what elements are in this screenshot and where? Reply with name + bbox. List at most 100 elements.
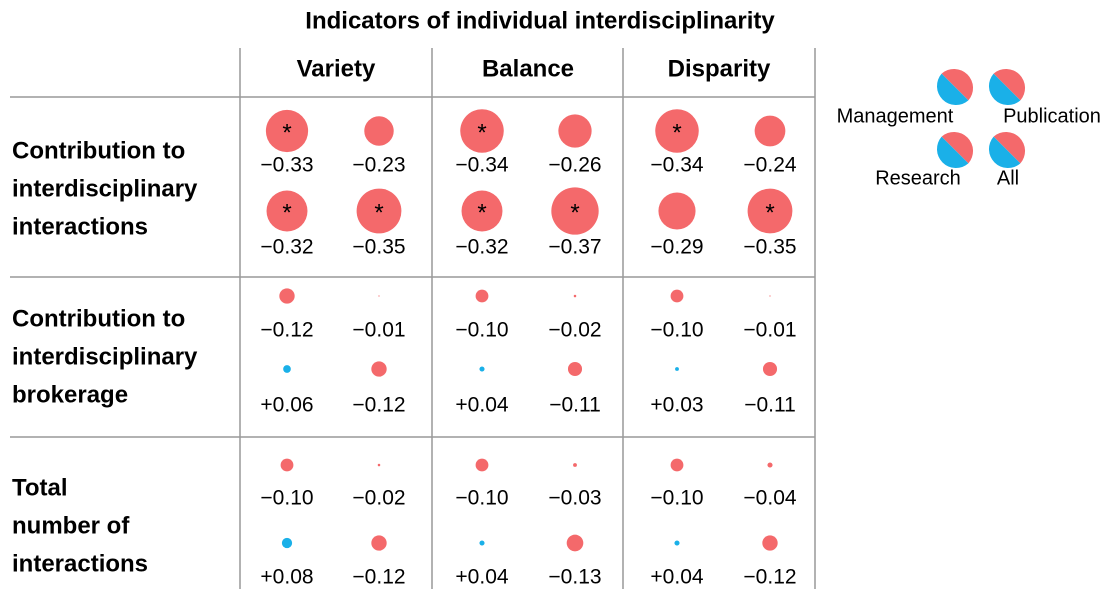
correlation-dot bbox=[675, 367, 679, 371]
correlation-value: −0.10 bbox=[650, 319, 703, 342]
correlation-value: −0.10 bbox=[455, 487, 508, 510]
correlation-value: −0.03 bbox=[548, 487, 601, 510]
correlation-dot bbox=[479, 540, 485, 546]
row-label: number of bbox=[12, 512, 130, 539]
legend-pie bbox=[988, 131, 1026, 169]
correlation-dot bbox=[371, 535, 387, 551]
correlation-dot bbox=[762, 535, 778, 551]
correlation-dot bbox=[461, 190, 503, 232]
correlation-dot bbox=[551, 187, 599, 235]
correlation-value: −0.11 bbox=[549, 394, 601, 417]
column-header: Disparity bbox=[668, 55, 771, 82]
correlation-value: −0.01 bbox=[743, 319, 796, 342]
column-header: Variety bbox=[297, 55, 376, 82]
correlation-dot bbox=[265, 109, 309, 153]
correlation-value: −0.12 bbox=[260, 319, 313, 342]
correlation-value: −0.13 bbox=[548, 566, 601, 589]
row-label: interdisciplinary bbox=[12, 343, 198, 370]
correlation-dot bbox=[670, 289, 684, 303]
correlation-value: −0.01 bbox=[352, 319, 405, 342]
correlation-dot bbox=[364, 116, 394, 146]
correlation-value: −0.35 bbox=[743, 236, 796, 259]
correlation-value: −0.10 bbox=[260, 487, 313, 510]
column-header: Balance bbox=[482, 55, 574, 82]
legend-pie bbox=[936, 131, 974, 169]
legend-label: Publication bbox=[1003, 105, 1101, 127]
correlation-dot bbox=[762, 361, 778, 377]
correlation-dot bbox=[475, 458, 489, 472]
correlation-value: −0.34 bbox=[455, 154, 508, 177]
correlation-value: −0.12 bbox=[352, 566, 405, 589]
significance-mark: * bbox=[374, 199, 383, 226]
correlation-dot bbox=[658, 192, 696, 230]
row-label: Contribution to bbox=[12, 137, 185, 164]
correlation-dot bbox=[266, 190, 308, 232]
correlation-dot bbox=[670, 458, 684, 472]
correlation-value: −0.33 bbox=[260, 154, 313, 177]
significance-mark: * bbox=[282, 199, 291, 226]
correlation-dot bbox=[566, 534, 584, 552]
correlation-dot bbox=[769, 295, 771, 297]
legend: Management Publication Research All bbox=[837, 68, 1101, 189]
correlation-value: −0.12 bbox=[743, 566, 796, 589]
legend-label: Research bbox=[875, 167, 961, 189]
correlation-dot bbox=[280, 458, 294, 472]
correlation-value: +0.08 bbox=[260, 566, 313, 589]
correlation-dot bbox=[371, 361, 387, 377]
significance-mark: * bbox=[282, 119, 291, 146]
correlation-value: −0.32 bbox=[455, 236, 508, 259]
correlation-value: −0.23 bbox=[352, 154, 405, 177]
correlation-dot bbox=[567, 361, 583, 377]
correlation-dot bbox=[747, 188, 793, 234]
legend-pie bbox=[936, 68, 974, 106]
correlation-value: +0.03 bbox=[650, 394, 703, 417]
correlation-value: −0.35 bbox=[352, 236, 405, 259]
correlation-dot bbox=[475, 289, 489, 303]
correlation-value: −0.32 bbox=[260, 236, 313, 259]
correlation-dot bbox=[356, 188, 402, 234]
row-label: brokerage bbox=[12, 381, 128, 408]
row-label: interdisciplinary bbox=[12, 175, 198, 202]
correlation-dot bbox=[674, 540, 680, 546]
correlation-dot bbox=[281, 537, 293, 549]
correlation-dot bbox=[655, 109, 699, 153]
correlation-dot bbox=[754, 115, 786, 147]
correlation-dot bbox=[767, 462, 773, 468]
correlation-value: +0.04 bbox=[455, 566, 508, 589]
row-label: interactions bbox=[12, 213, 148, 240]
correlation-value: −0.10 bbox=[650, 487, 703, 510]
correlation-value: −0.29 bbox=[650, 236, 703, 259]
correlation-value: −0.11 bbox=[744, 394, 796, 417]
significance-mark: * bbox=[570, 199, 579, 226]
significance-mark: * bbox=[765, 199, 774, 226]
title: Indicators of individual interdisciplina… bbox=[305, 7, 775, 34]
significance-mark: * bbox=[477, 119, 486, 146]
correlation-dot bbox=[378, 295, 380, 297]
correlation-dot bbox=[573, 463, 577, 467]
correlation-dot bbox=[279, 288, 295, 304]
correlation-value: −0.26 bbox=[548, 154, 601, 177]
significance-mark: * bbox=[672, 119, 681, 146]
correlation-value: −0.02 bbox=[548, 319, 601, 342]
grid bbox=[10, 48, 816, 589]
correlation-dot bbox=[283, 365, 291, 373]
correlation-value: −0.04 bbox=[743, 487, 796, 510]
correlation-dot bbox=[573, 294, 577, 298]
correlation-value: +0.04 bbox=[650, 566, 703, 589]
correlation-value: −0.34 bbox=[650, 154, 703, 177]
row-label: Total bbox=[12, 474, 68, 501]
row-label: Contribution to bbox=[12, 305, 185, 332]
correlation-value: −0.12 bbox=[352, 394, 405, 417]
correlation-value: −0.02 bbox=[352, 487, 405, 510]
significance-mark: * bbox=[477, 199, 486, 226]
legend-label: All bbox=[997, 167, 1019, 189]
correlation-value: −0.37 bbox=[548, 236, 601, 259]
correlation-dot bbox=[460, 109, 504, 153]
correlation-value: +0.04 bbox=[455, 394, 508, 417]
row-label: interactions bbox=[12, 550, 148, 577]
correlation-dot bbox=[377, 463, 381, 467]
legend-label: Management bbox=[837, 105, 954, 127]
legend-pie bbox=[988, 68, 1026, 106]
